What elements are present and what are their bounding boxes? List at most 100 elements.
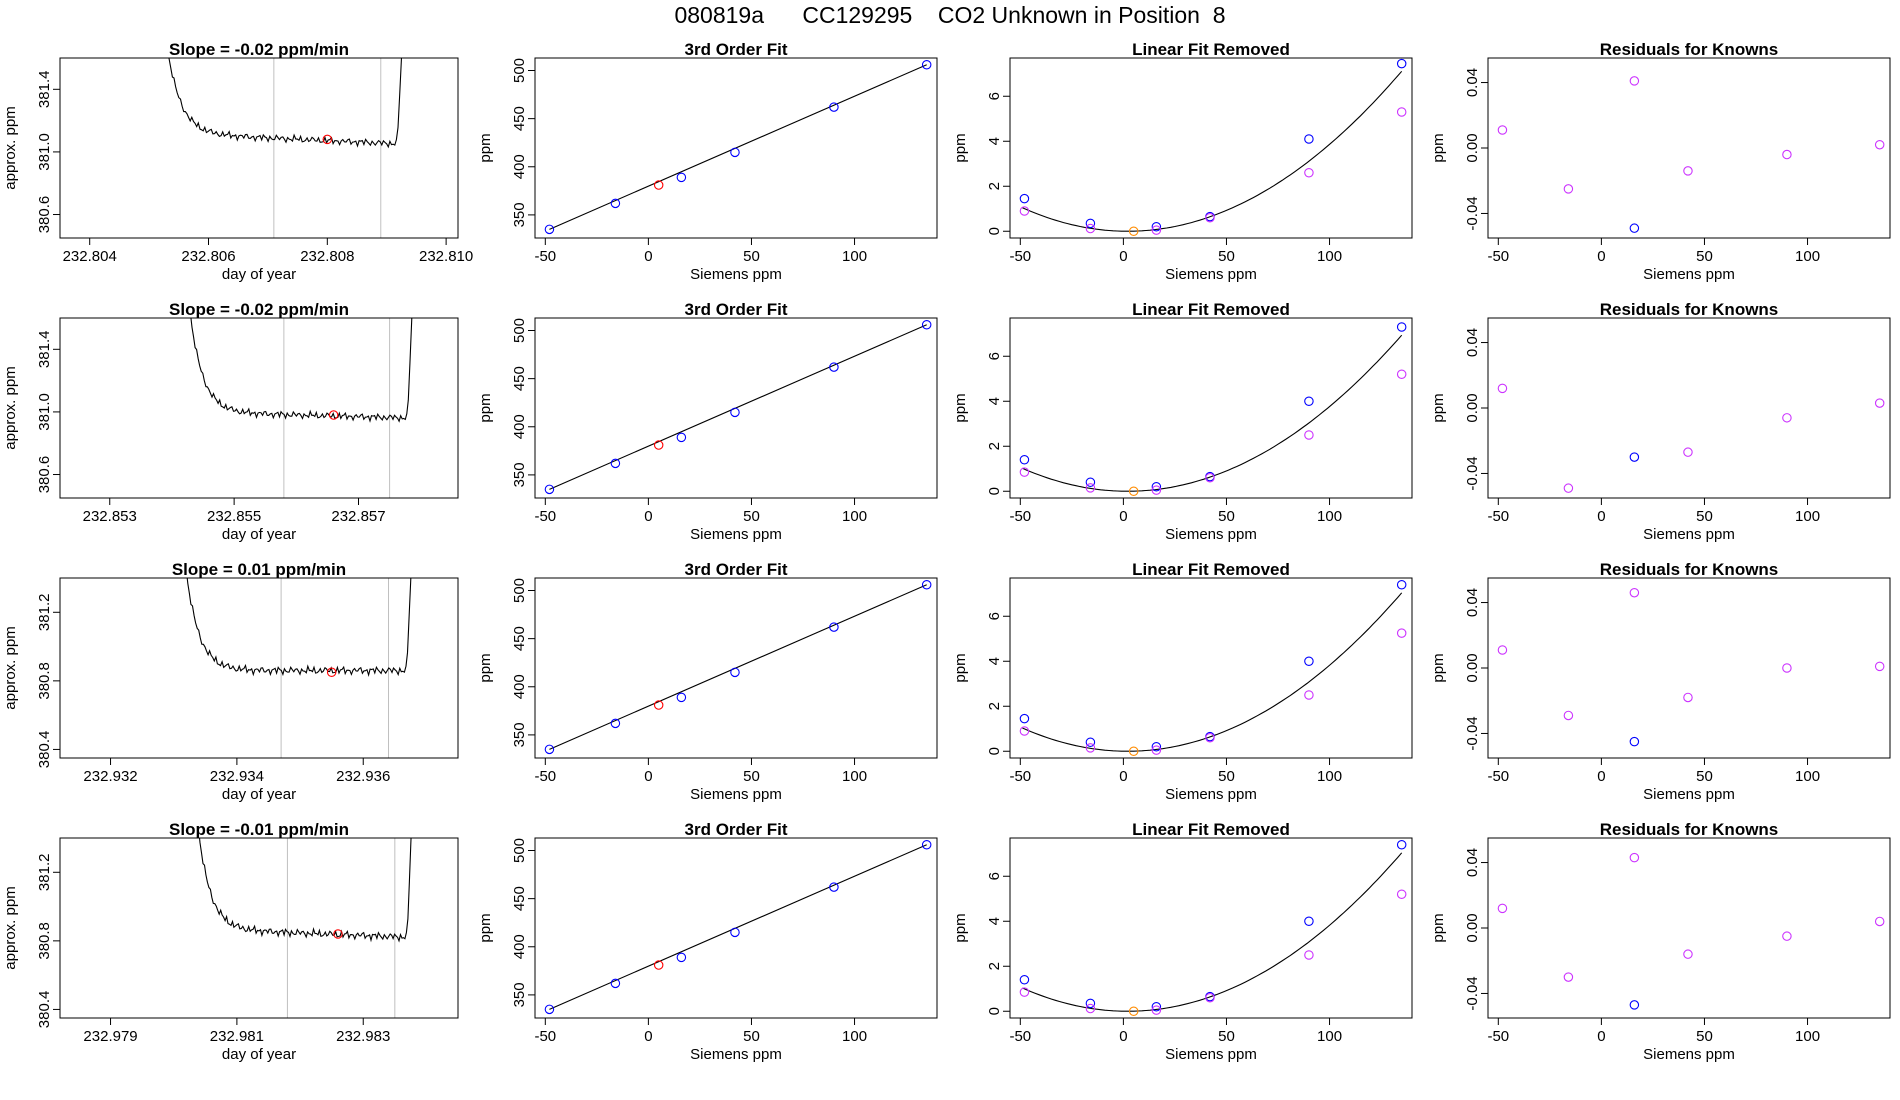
y-tick-label: 400 <box>511 934 528 959</box>
y-tick-label: 6 <box>986 872 1003 880</box>
x-tick-label: 0 <box>1597 1028 1605 1045</box>
y-tick-label: 0.04 <box>1464 848 1481 877</box>
y-axis-label: ppm <box>477 653 494 682</box>
fit-line <box>549 324 927 490</box>
residual-point <box>1683 166 1693 176</box>
residual-point <box>1563 184 1574 194</box>
panel-r3c2: 3rd Order Fit -50 0 50 100 350 400 450 500 Siemen… <box>477 560 938 803</box>
known-point <box>829 622 839 632</box>
ppm-trace-line <box>186 578 412 678</box>
y-tick-label: 380.8 <box>36 662 53 700</box>
known-point <box>1396 839 1407 850</box>
linear-residual-point <box>1396 628 1407 638</box>
known-point <box>1085 477 1096 487</box>
plot-area <box>1497 76 1885 233</box>
linear-residual-point <box>1205 732 1215 743</box>
residual-point <box>1874 916 1885 927</box>
residual-point <box>1782 149 1792 160</box>
ppm-trace-line <box>190 318 413 423</box>
linear-residual-point <box>1019 987 1030 997</box>
linear-residual-point <box>1205 472 1215 483</box>
y-tick-label: 0 <box>986 1007 1003 1015</box>
linear-residual-point <box>1151 1005 1162 1015</box>
unknown-point <box>1128 1006 1139 1016</box>
known-point <box>921 579 932 590</box>
known-point <box>1396 579 1407 590</box>
linear-residual-point <box>1019 206 1030 216</box>
panel-title: 3rd Order Fit <box>685 560 788 579</box>
x-tick-label: 50 <box>1218 248 1235 265</box>
plot-area <box>1497 852 1885 1010</box>
plot-area <box>1019 839 1407 1016</box>
fit-line <box>549 64 927 230</box>
panel-r1c3: Linear Fit Removed -50 0 50 100 0 2 4 6 Siemens p… <box>952 40 1413 283</box>
x-tick-label: 50 <box>1696 768 1713 785</box>
fit-line <box>549 844 927 1010</box>
panel-title: 3rd Order Fit <box>685 300 788 319</box>
fit-line <box>549 584 927 750</box>
y-tick-label: 450 <box>511 886 528 911</box>
known-residual-point <box>1629 736 1640 747</box>
linear-residual-point <box>1151 485 1162 495</box>
plot-frame <box>1487 577 1891 759</box>
x-tick-label: 232.979 <box>83 1028 137 1045</box>
x-tick-label: -50 <box>1009 508 1031 525</box>
y-tick-label: 0.00 <box>1464 913 1481 942</box>
plot-frame <box>1009 837 1413 1019</box>
panel-title: Residuals for Knowns <box>1600 40 1779 59</box>
fit-curve <box>1022 852 1403 1012</box>
residual-point <box>1874 398 1885 408</box>
residual-point <box>1497 903 1508 914</box>
y-tick-label: 2 <box>986 962 1003 970</box>
y-axis-label: ppm <box>1430 133 1447 162</box>
y-tick-label: 380.6 <box>36 196 53 234</box>
panel-r4c4: Residuals for Knowns -50 0 50 100 -0.04 0.00 0.… <box>1430 820 1891 1063</box>
x-tick-label: 100 <box>1317 248 1342 265</box>
x-tick-label: 100 <box>1795 508 1820 525</box>
x-tick-label: 232.853 <box>83 508 137 525</box>
panel-r1c1: Slope = -0.02 ppm/min 232.804 232.806 232.8… <box>2 40 473 283</box>
panel-title: Linear Fit Removed <box>1132 820 1290 839</box>
panel-title: Slope = 0.01 ppm/min <box>172 560 346 579</box>
x-tick-label: 0 <box>644 508 652 525</box>
x-tick-label: 0 <box>1119 248 1127 265</box>
panel-title: Slope = -0.02 ppm/min <box>169 300 349 319</box>
x-tick-label: -50 <box>1009 248 1031 265</box>
panel-title: 3rd Order Fit <box>685 820 788 839</box>
y-axis-label: ppm <box>1430 393 1447 422</box>
y-axis-label: approx. ppm <box>2 106 19 189</box>
known-point <box>829 882 839 892</box>
plot-frame <box>1487 317 1891 499</box>
known-point <box>610 458 621 469</box>
plot-frame <box>1487 837 1891 1019</box>
plot-frame <box>1009 577 1413 759</box>
plot-area <box>190 318 413 498</box>
average-marker <box>333 929 343 939</box>
x-tick-label: 100 <box>1795 768 1820 785</box>
x-tick-label: 100 <box>1795 248 1820 265</box>
linear-residual-point <box>1205 992 1215 1003</box>
fit-curve <box>1022 70 1403 232</box>
y-axis-label: ppm <box>952 133 969 162</box>
known-point <box>730 407 740 418</box>
y-tick-label: 0.04 <box>1464 68 1481 97</box>
plot-frame <box>534 57 938 239</box>
y-axis-label: ppm <box>477 133 494 162</box>
x-tick-label: 232.855 <box>207 508 261 525</box>
residual-point <box>1497 645 1508 655</box>
x-tick-label: 100 <box>842 1028 867 1045</box>
y-tick-label: 380.8 <box>36 922 53 960</box>
known-point <box>676 952 687 963</box>
plot-frame <box>59 57 459 239</box>
linear-residual-point <box>1304 690 1314 700</box>
y-tick-label: 0.00 <box>1464 133 1481 162</box>
y-tick-label: 2 <box>986 442 1003 450</box>
x-axis-label: Siemens ppm <box>1643 786 1735 803</box>
x-tick-label: -50 <box>1009 768 1031 785</box>
x-tick-label: 50 <box>743 1028 760 1045</box>
unknown-point <box>1128 226 1139 237</box>
y-tick-label: 0 <box>986 487 1003 495</box>
residual-point <box>1497 383 1508 394</box>
plot-frame <box>59 317 459 499</box>
x-tick-label: 50 <box>1218 1028 1235 1045</box>
